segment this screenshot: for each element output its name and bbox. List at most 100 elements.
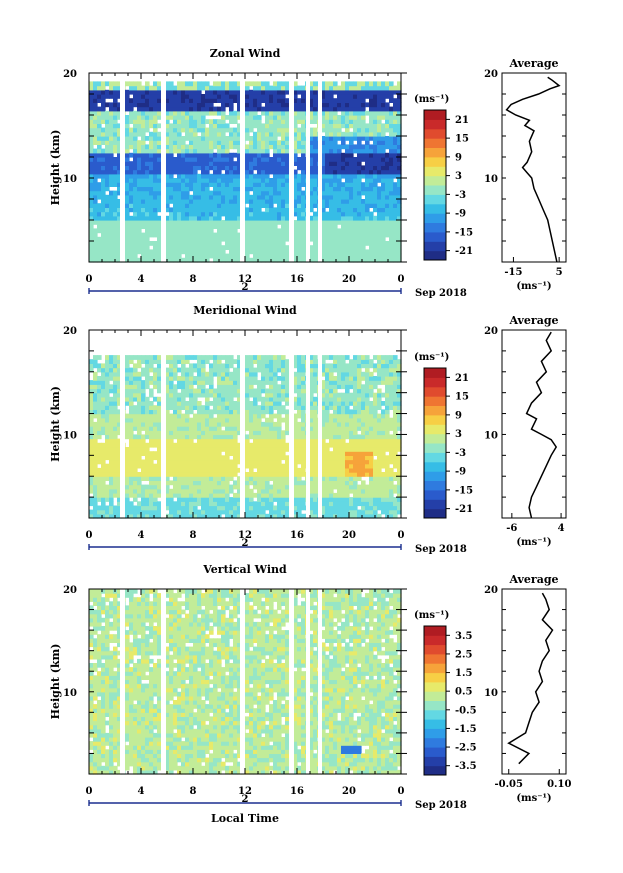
heatmap-cell [105, 94, 110, 99]
heatmap-cell [197, 497, 202, 502]
heatmap-cell [389, 241, 394, 246]
heatmap-cell [89, 110, 94, 116]
heatmap-cell [321, 157, 326, 162]
heatmap-cell [149, 513, 154, 519]
heatmap-cell [153, 161, 158, 166]
heatmap-cell [185, 85, 190, 91]
heatmap-cell [209, 241, 214, 246]
heatmap-cell [89, 501, 94, 507]
heatmap-cell [381, 249, 386, 255]
heatmap-cell [361, 173, 366, 179]
average-profile-line [505, 76, 561, 263]
heatmap-cell [357, 207, 362, 213]
heatmap-cell [93, 140, 98, 145]
heatmap-cell [117, 257, 122, 263]
heatmap-cell [129, 85, 134, 91]
heatmap-cell [209, 430, 214, 436]
heatmap-cell [213, 488, 218, 494]
heatmap-cell [353, 224, 358, 229]
heatmap-cell [217, 89, 222, 95]
heatmap-cell [117, 245, 122, 250]
heatmap-cell [253, 257, 258, 263]
heatmap-cell [201, 161, 206, 166]
heatmap-cell [345, 127, 350, 133]
heatmap-cell [345, 211, 350, 217]
heatmap-cell [201, 367, 206, 373]
heatmap-cell [213, 211, 218, 217]
heatmap-cell [261, 211, 266, 217]
heatmap-cell [257, 131, 262, 137]
heatmap-cell [181, 455, 186, 461]
heatmap-cell [221, 165, 226, 171]
heatmap-cell [269, 249, 274, 255]
heatmap-cell [105, 110, 110, 116]
heatmap-cell [293, 144, 298, 150]
heatmap-cell [105, 89, 110, 95]
heatmap-cell [253, 228, 258, 234]
heatmap-cell [265, 492, 270, 498]
heatmap-cell [385, 199, 390, 204]
heatmap-cell [189, 102, 194, 108]
heatmap-cell [105, 203, 110, 208]
heatmap-cell [105, 236, 110, 242]
heatmap-cell [209, 102, 214, 108]
heatmap-cell [189, 253, 194, 259]
heatmap-cell [185, 426, 190, 431]
heatmap-cell [381, 94, 386, 99]
heatmap-cell [189, 376, 194, 381]
heatmap-cell [189, 434, 194, 440]
heatmap-cell [157, 455, 162, 461]
heatmap-cell [93, 426, 98, 431]
heatmap-cell [389, 186, 394, 192]
heatmap-cell [309, 199, 314, 204]
heatmap-cell [129, 505, 134, 511]
heatmap-cell [265, 194, 270, 200]
heatmap-cell [321, 211, 326, 217]
heatmap-cell [145, 220, 150, 225]
heatmap-cell [145, 203, 150, 208]
heatmap-cell [93, 467, 98, 473]
heatmap-cell [325, 215, 330, 221]
heatmap-cell [213, 472, 218, 477]
heatmap-cell [309, 186, 314, 192]
heatmap-cell [189, 396, 194, 402]
heatmap-cell [153, 359, 158, 364]
heatmap-cell [321, 236, 326, 242]
heatmap-cell [201, 371, 206, 377]
heatmap-cell [125, 359, 130, 364]
heatmap-cell [237, 501, 242, 507]
heatmap-cell [109, 245, 114, 250]
heatmap-cell [145, 359, 150, 364]
heatmap-cell [325, 211, 330, 217]
heatmap-cell [325, 94, 330, 99]
heatmap-cell [129, 236, 134, 242]
heatmap-cell [397, 173, 402, 179]
heatmap-cell [189, 484, 194, 490]
heatmap-cell [301, 127, 306, 133]
heatmap-cell [225, 85, 230, 91]
heatmap-cell [157, 501, 162, 507]
heatmap-cell [369, 203, 374, 208]
heatmap-cell [361, 169, 366, 175]
heatmap-cell [333, 106, 338, 112]
heatmap-cell [189, 401, 194, 406]
heatmap-cell [225, 140, 230, 145]
heatmap-cell [169, 81, 174, 87]
heatmap-cell [113, 455, 118, 461]
heatmap-cell [133, 253, 138, 259]
heatmap-cell [217, 467, 222, 473]
heatmap-cell [97, 417, 102, 423]
heatmap-cell [101, 463, 106, 469]
heatmap-cell [201, 253, 206, 259]
heatmap-cell [117, 384, 122, 390]
heatmap-cell [169, 488, 174, 494]
heatmap-cell [253, 194, 258, 200]
heatmap-cell [237, 359, 242, 364]
heatmap-cell [225, 459, 230, 465]
heatmap-cell [237, 106, 242, 112]
heatmap-cell [141, 501, 146, 507]
heatmap-cell [297, 245, 302, 250]
heatmap-cell [349, 169, 354, 175]
heatmap-cell [397, 127, 402, 133]
heatmap-cell [141, 236, 146, 242]
